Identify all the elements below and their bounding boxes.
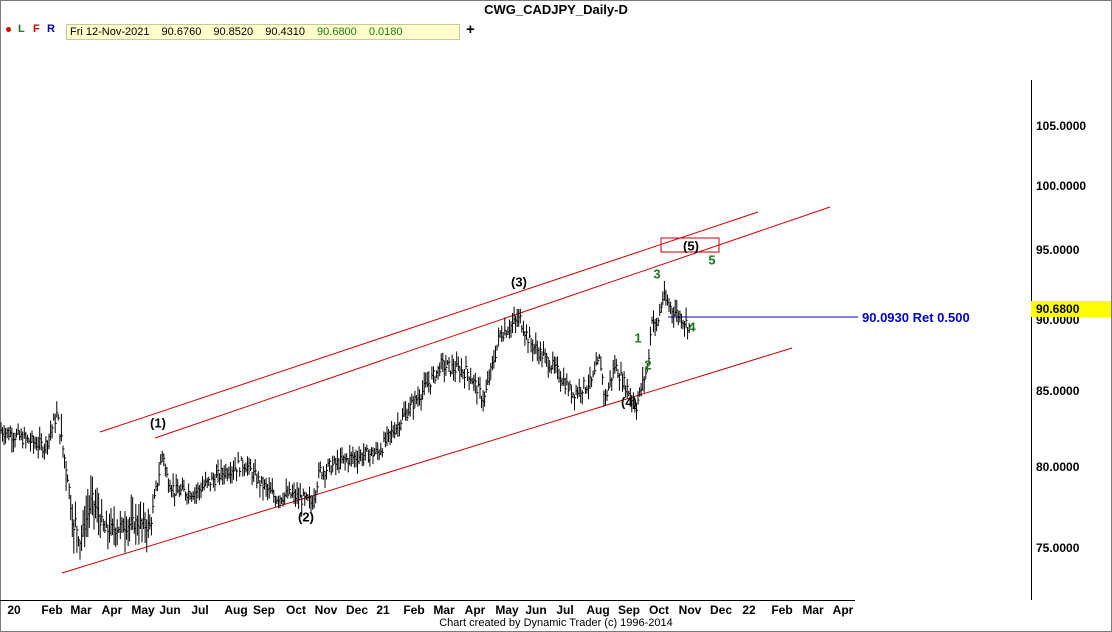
- bar-low: 90.4310: [265, 26, 305, 38]
- x-tick-label: Feb: [771, 603, 793, 617]
- x-tick-label: 22: [742, 603, 756, 617]
- minor-wave-3: 3: [653, 266, 661, 282]
- x-tick-label: Oct: [648, 603, 670, 617]
- toolbar-f-button[interactable]: F: [33, 23, 40, 35]
- bar-info-box: Fri 12-Nov-2021 90.6760 90.8520 90.4310 …: [66, 24, 460, 40]
- y-tick-label: 80.0000: [1036, 460, 1080, 474]
- minor-wave-2: 2: [644, 357, 652, 373]
- x-tick-label: May: [131, 603, 155, 617]
- y-tick-label: 100.0000: [1036, 179, 1087, 193]
- upper-channel-line-1: [99, 211, 759, 433]
- chart-title: CWG_CADJPY_Daily-D: [484, 2, 628, 17]
- y-tick-label: 75.0000: [1036, 541, 1080, 555]
- bar-open: 90.6760: [161, 26, 202, 38]
- minor-wave-5: 5: [708, 252, 716, 268]
- x-tick-label: May: [495, 603, 519, 617]
- wave-label-1: (1): [150, 415, 166, 431]
- toolbar-l-button[interactable]: L: [18, 23, 25, 35]
- bar-change: 0.0180: [368, 26, 403, 38]
- x-tick-label: Apr: [464, 603, 486, 617]
- x-tick-label: Feb: [403, 603, 425, 617]
- x-tick-label: Sep: [617, 603, 641, 617]
- x-tick-label: 20: [7, 603, 21, 617]
- retracement-label: 90.0930 Ret 0.500: [862, 310, 970, 325]
- current-price-marker: 90.6800: [1031, 301, 1111, 317]
- upper-channel-line-2: [154, 206, 831, 439]
- lower-channel-line: [61, 347, 793, 574]
- x-tick-label: Nov: [678, 603, 702, 617]
- x-tick-label: Dec: [345, 603, 369, 617]
- x-tick-label: Feb: [41, 603, 63, 617]
- wave-label-3: (3): [511, 274, 527, 290]
- x-tick-label: Jun: [159, 603, 181, 617]
- minor-wave-1: 1: [634, 330, 642, 346]
- x-tick-label: Aug: [586, 603, 610, 617]
- y-tick-label: 105.0000: [1036, 119, 1087, 133]
- footer-credit: Chart created by Dynamic Trader (c) 1996…: [439, 617, 673, 629]
- x-tick-label: Mar: [433, 603, 455, 617]
- x-axis: [0, 600, 855, 601]
- toolbar-r-button[interactable]: R: [47, 23, 55, 35]
- x-tick-label: Apr: [832, 603, 854, 617]
- bar-date: Fri 12-Nov-2021: [70, 26, 150, 38]
- bar-high: 90.8520: [213, 26, 254, 38]
- wave5-target-box: [660, 237, 720, 253]
- x-tick-label: Nov: [314, 603, 338, 617]
- y-axis: [1031, 80, 1032, 600]
- x-tick-label: Aug: [224, 603, 248, 617]
- x-tick-label: Mar: [70, 603, 92, 617]
- wave-label-2: (2): [298, 509, 314, 525]
- x-tick-label: Mar: [802, 603, 824, 617]
- x-tick-label: Jul: [556, 603, 574, 617]
- price-bars: [0, 280, 691, 560]
- x-tick-label: Jul: [191, 603, 209, 617]
- y-tick-label: 95.0000: [1036, 243, 1080, 257]
- wave-label-5: (5): [683, 238, 699, 254]
- x-tick-label: Jun: [525, 603, 547, 617]
- add-button[interactable]: +: [466, 21, 475, 38]
- wave-label-4: (4): [621, 394, 637, 410]
- x-tick-label: Oct: [285, 603, 307, 617]
- x-tick-label: 21: [376, 603, 390, 617]
- record-dot-icon[interactable]: [6, 27, 11, 32]
- x-tick-label: Sep: [252, 603, 276, 617]
- bar-close: 90.6800: [317, 26, 357, 38]
- minor-wave-4: 4: [688, 319, 696, 335]
- y-tick-label: 85.0000: [1036, 384, 1080, 398]
- x-tick-label: Dec: [709, 603, 733, 617]
- x-tick-label: Apr: [101, 603, 123, 617]
